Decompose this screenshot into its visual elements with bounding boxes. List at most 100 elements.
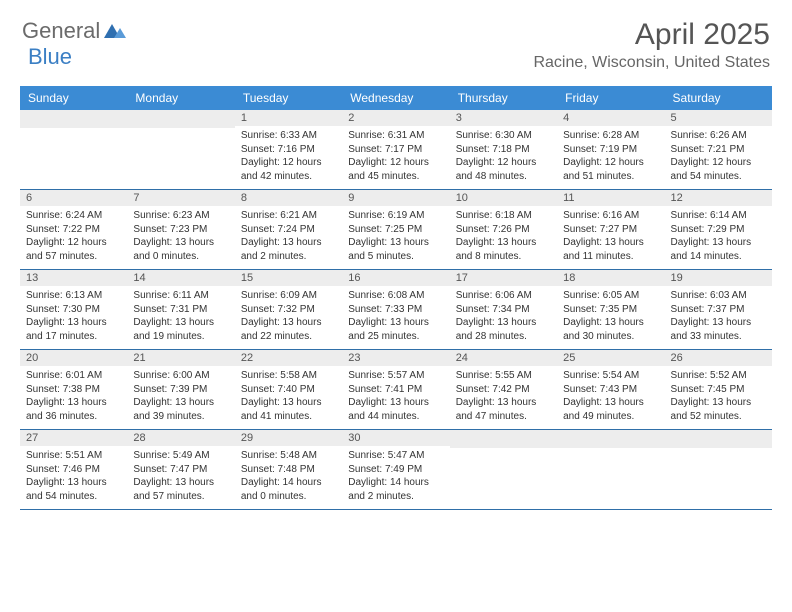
daylight-text: Daylight: 12 hours and 57 minutes.	[26, 236, 121, 263]
logo-text-blue: Blue	[28, 44, 72, 69]
day-number: 28	[127, 430, 234, 446]
calendar: SundayMondayTuesdayWednesdayThursdayFrid…	[20, 86, 772, 510]
day-details: Sunrise: 5:57 AMSunset: 7:41 PMDaylight:…	[342, 366, 449, 429]
day-number	[127, 110, 234, 128]
day-number: 23	[342, 350, 449, 366]
sunrise-text: Sunrise: 5:51 AM	[26, 449, 121, 463]
day-number: 2	[342, 110, 449, 126]
sunrise-text: Sunrise: 6:16 AM	[563, 209, 658, 223]
day-number: 25	[557, 350, 664, 366]
daylight-text: Daylight: 13 hours and 25 minutes.	[348, 316, 443, 343]
day-number: 24	[450, 350, 557, 366]
day-details: Sunrise: 6:03 AMSunset: 7:37 PMDaylight:…	[665, 286, 772, 349]
day-number: 3	[450, 110, 557, 126]
daylight-text: Daylight: 13 hours and 17 minutes.	[26, 316, 121, 343]
day-details: Sunrise: 6:31 AMSunset: 7:17 PMDaylight:…	[342, 126, 449, 189]
daylight-text: Daylight: 13 hours and 41 minutes.	[241, 396, 336, 423]
day-number: 19	[665, 270, 772, 286]
sunrise-text: Sunrise: 6:00 AM	[133, 369, 228, 383]
day-cell: 10Sunrise: 6:18 AMSunset: 7:26 PMDayligh…	[450, 190, 557, 269]
location-text: Racine, Wisconsin, United States	[533, 54, 770, 72]
day-cell: 4Sunrise: 6:28 AMSunset: 7:19 PMDaylight…	[557, 110, 664, 189]
day-cell: 14Sunrise: 6:11 AMSunset: 7:31 PMDayligh…	[127, 270, 234, 349]
day-details: Sunrise: 6:00 AMSunset: 7:39 PMDaylight:…	[127, 366, 234, 429]
title-block: April 2025 Racine, Wisconsin, United Sta…	[533, 18, 770, 72]
sunset-text: Sunset: 7:22 PM	[26, 223, 121, 237]
day-details: Sunrise: 6:06 AMSunset: 7:34 PMDaylight:…	[450, 286, 557, 349]
sunset-text: Sunset: 7:29 PM	[671, 223, 766, 237]
day-number: 12	[665, 190, 772, 206]
sunset-text: Sunset: 7:41 PM	[348, 383, 443, 397]
daylight-text: Daylight: 13 hours and 47 minutes.	[456, 396, 551, 423]
day-header-cell: Sunday	[20, 86, 127, 110]
daylight-text: Daylight: 13 hours and 11 minutes.	[563, 236, 658, 263]
day-cell: 8Sunrise: 6:21 AMSunset: 7:24 PMDaylight…	[235, 190, 342, 269]
day-cell: 9Sunrise: 6:19 AMSunset: 7:25 PMDaylight…	[342, 190, 449, 269]
sunrise-text: Sunrise: 6:09 AM	[241, 289, 336, 303]
day-header-cell: Monday	[127, 86, 234, 110]
daylight-text: Daylight: 12 hours and 48 minutes.	[456, 156, 551, 183]
day-details: Sunrise: 6:14 AMSunset: 7:29 PMDaylight:…	[665, 206, 772, 269]
day-number	[20, 110, 127, 128]
daylight-text: Daylight: 12 hours and 42 minutes.	[241, 156, 336, 183]
day-details: Sunrise: 6:13 AMSunset: 7:30 PMDaylight:…	[20, 286, 127, 349]
sunrise-text: Sunrise: 6:01 AM	[26, 369, 121, 383]
sunset-text: Sunset: 7:40 PM	[241, 383, 336, 397]
sunset-text: Sunset: 7:17 PM	[348, 143, 443, 157]
sunset-text: Sunset: 7:25 PM	[348, 223, 443, 237]
daylight-text: Daylight: 13 hours and 30 minutes.	[563, 316, 658, 343]
day-number: 15	[235, 270, 342, 286]
day-number: 8	[235, 190, 342, 206]
sunset-text: Sunset: 7:49 PM	[348, 463, 443, 477]
day-number: 16	[342, 270, 449, 286]
daylight-text: Daylight: 13 hours and 14 minutes.	[671, 236, 766, 263]
day-number	[557, 430, 664, 448]
day-cell: 15Sunrise: 6:09 AMSunset: 7:32 PMDayligh…	[235, 270, 342, 349]
sunrise-text: Sunrise: 5:49 AM	[133, 449, 228, 463]
day-details: Sunrise: 6:16 AMSunset: 7:27 PMDaylight:…	[557, 206, 664, 269]
day-header-cell: Friday	[557, 86, 664, 110]
day-number: 11	[557, 190, 664, 206]
day-details: Sunrise: 6:19 AMSunset: 7:25 PMDaylight:…	[342, 206, 449, 269]
sunset-text: Sunset: 7:16 PM	[241, 143, 336, 157]
sunrise-text: Sunrise: 6:28 AM	[563, 129, 658, 143]
sunset-text: Sunset: 7:34 PM	[456, 303, 551, 317]
week-row: 13Sunrise: 6:13 AMSunset: 7:30 PMDayligh…	[20, 270, 772, 350]
daylight-text: Daylight: 13 hours and 57 minutes.	[133, 476, 228, 503]
day-number	[450, 430, 557, 448]
day-cell: 19Sunrise: 6:03 AMSunset: 7:37 PMDayligh…	[665, 270, 772, 349]
day-header-cell: Wednesday	[342, 86, 449, 110]
week-row: 6Sunrise: 6:24 AMSunset: 7:22 PMDaylight…	[20, 190, 772, 270]
sunrise-text: Sunrise: 6:26 AM	[671, 129, 766, 143]
week-row: 27Sunrise: 5:51 AMSunset: 7:46 PMDayligh…	[20, 430, 772, 510]
day-cell: 5Sunrise: 6:26 AMSunset: 7:21 PMDaylight…	[665, 110, 772, 189]
day-number: 10	[450, 190, 557, 206]
sunset-text: Sunset: 7:18 PM	[456, 143, 551, 157]
daylight-text: Daylight: 14 hours and 0 minutes.	[241, 476, 336, 503]
sunset-text: Sunset: 7:33 PM	[348, 303, 443, 317]
day-number: 21	[127, 350, 234, 366]
day-details: Sunrise: 6:30 AMSunset: 7:18 PMDaylight:…	[450, 126, 557, 189]
day-details: Sunrise: 5:58 AMSunset: 7:40 PMDaylight:…	[235, 366, 342, 429]
page-header: General April 2025 Racine, Wisconsin, Un…	[0, 0, 792, 80]
day-cell: 11Sunrise: 6:16 AMSunset: 7:27 PMDayligh…	[557, 190, 664, 269]
sunrise-text: Sunrise: 5:54 AM	[563, 369, 658, 383]
daylight-text: Daylight: 13 hours and 36 minutes.	[26, 396, 121, 423]
day-details: Sunrise: 5:48 AMSunset: 7:48 PMDaylight:…	[235, 446, 342, 509]
sunrise-text: Sunrise: 6:30 AM	[456, 129, 551, 143]
sunset-text: Sunset: 7:31 PM	[133, 303, 228, 317]
day-cell: 1Sunrise: 6:33 AMSunset: 7:16 PMDaylight…	[235, 110, 342, 189]
logo-text-general: General	[22, 18, 100, 44]
sunrise-text: Sunrise: 6:19 AM	[348, 209, 443, 223]
day-number: 30	[342, 430, 449, 446]
sunrise-text: Sunrise: 6:08 AM	[348, 289, 443, 303]
day-cell: 29Sunrise: 5:48 AMSunset: 7:48 PMDayligh…	[235, 430, 342, 509]
day-details: Sunrise: 5:51 AMSunset: 7:46 PMDaylight:…	[20, 446, 127, 509]
day-cell: 28Sunrise: 5:49 AMSunset: 7:47 PMDayligh…	[127, 430, 234, 509]
day-cell: 7Sunrise: 6:23 AMSunset: 7:23 PMDaylight…	[127, 190, 234, 269]
day-cell: 30Sunrise: 5:47 AMSunset: 7:49 PMDayligh…	[342, 430, 449, 509]
day-details: Sunrise: 5:52 AMSunset: 7:45 PMDaylight:…	[665, 366, 772, 429]
day-cell	[127, 110, 234, 189]
daylight-text: Daylight: 13 hours and 5 minutes.	[348, 236, 443, 263]
day-cell: 17Sunrise: 6:06 AMSunset: 7:34 PMDayligh…	[450, 270, 557, 349]
